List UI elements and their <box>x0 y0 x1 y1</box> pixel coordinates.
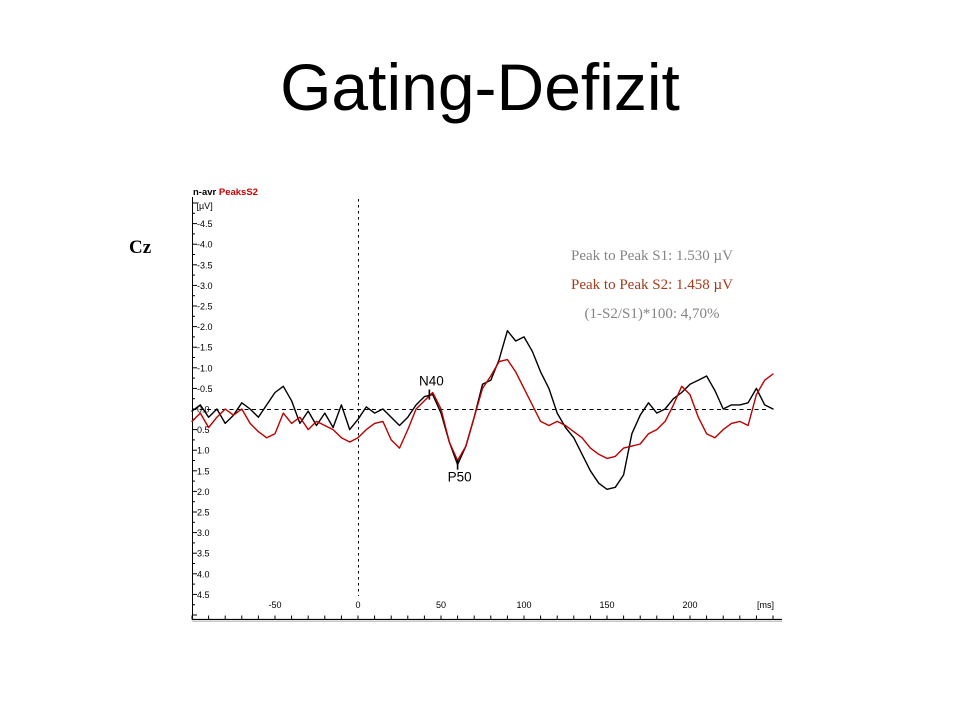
y-tick-label: 1.5 <box>197 466 210 476</box>
slide-title: Gating-Defizit <box>280 50 680 124</box>
y-tick-label: 1.0 <box>197 446 210 456</box>
x-tick-label: 100 <box>516 600 531 610</box>
x-tick-label: 200 <box>682 600 697 610</box>
s1-waveform <box>191 330 774 490</box>
channel-label: Cz <box>129 237 152 258</box>
y-tick-label: 4.5 <box>197 590 210 600</box>
peak-annotations: Peak to Peak S1: 1.530 µV Peak to Peak S2… <box>538 242 766 329</box>
p50-peak-label: P50 <box>448 470 472 485</box>
s2-waveform <box>191 358 774 462</box>
annotation-ratio: (1-S2/S1)*100: 4,70% <box>584 306 720 322</box>
y-tick-label: 3.5 <box>197 549 210 559</box>
chart-header-label: n-avr PeaksS2 <box>193 187 258 198</box>
y-tick-label: -1.5 <box>197 343 213 353</box>
y-tick-label: -4.0 <box>197 240 213 250</box>
x-tick-label: 150 <box>599 600 614 610</box>
n40-peak-label: N40 <box>419 374 444 389</box>
annotation-s2: Peak to Peak S2: 1.458 µV <box>571 277 733 293</box>
y-tick-label: -4.5 <box>197 219 213 229</box>
y-tick-label: 2.5 <box>197 508 210 518</box>
x-tick-label: 50 <box>436 600 446 610</box>
y-axis-unit-label: [µV] <box>197 201 213 211</box>
x-tick-label: -50 <box>268 600 281 610</box>
x-axis-unit-label: [ms] <box>757 600 774 610</box>
y-tick-label: -2.0 <box>197 322 213 332</box>
y-tick-label: -0.5 <box>197 384 213 394</box>
y-tick-label: -3.0 <box>197 281 213 291</box>
y-tick-label: -3.5 <box>197 260 213 270</box>
x-tick-label: 0 <box>355 600 360 610</box>
y-tick-label: -1.0 <box>197 363 213 373</box>
y-tick-label: 3.0 <box>197 528 210 538</box>
annotation-s1: Peak to Peak S1: 1.530 µV <box>571 248 733 264</box>
y-tick-label: 4.0 <box>197 569 210 579</box>
y-tick-label: 2.0 <box>197 487 210 497</box>
y-tick-label: -2.5 <box>197 302 213 312</box>
y-tick-label: 0.5 <box>197 425 210 435</box>
